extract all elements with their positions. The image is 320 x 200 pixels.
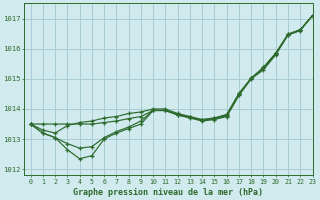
X-axis label: Graphe pression niveau de la mer (hPa): Graphe pression niveau de la mer (hPa)	[74, 188, 263, 197]
